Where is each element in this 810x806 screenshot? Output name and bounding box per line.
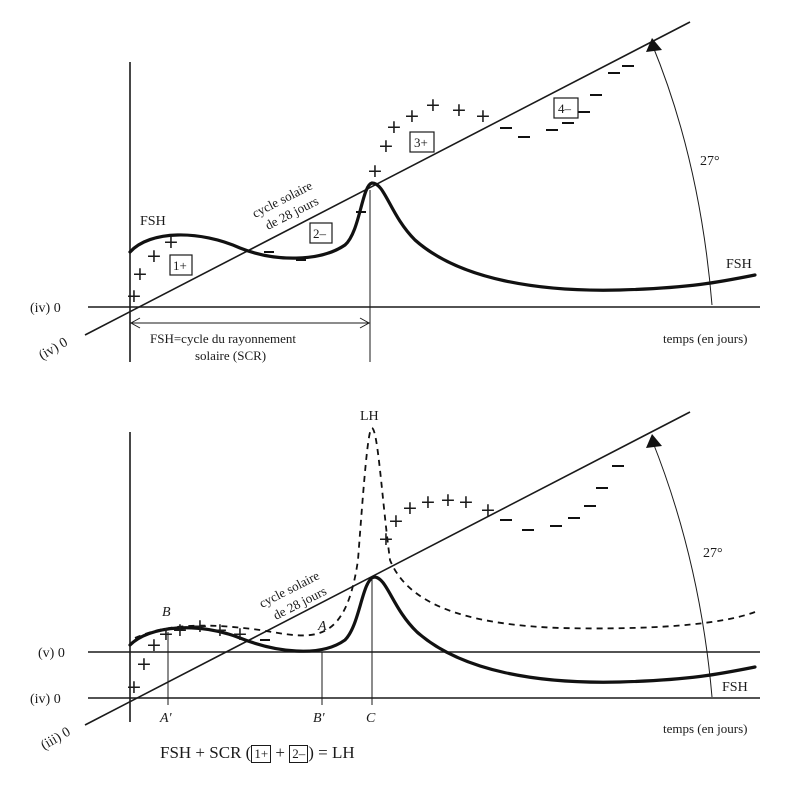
svg-text:+: +	[158, 623, 174, 645]
bottom-axis-iv-label: (iv) 0	[30, 692, 61, 707]
bottom-lh-label: LH	[360, 409, 379, 424]
svg-text:+: +	[480, 499, 496, 521]
formula-prefix: FSH + SCR (	[160, 743, 252, 762]
svg-text:+: +	[126, 285, 142, 307]
svg-text:+: +	[378, 135, 394, 157]
svg-text:+: +	[163, 231, 179, 253]
bottom-time-label: temps (en jours)	[663, 721, 747, 736]
bottom-point-c-label: C	[366, 711, 376, 726]
top-box-3-label: 3+	[414, 135, 428, 150]
bottom-point-b-label: B	[162, 605, 171, 620]
svg-text:+: +	[388, 510, 404, 532]
svg-text:+: +	[440, 489, 456, 511]
svg-text:+: +	[386, 116, 402, 138]
top-scr-label-2: solaire (SCR)	[195, 348, 266, 363]
bottom-solar-cycle-line	[84, 411, 691, 726]
svg-text:+: +	[451, 99, 467, 121]
formula-box-2: 2–	[289, 745, 309, 763]
bottom-plus-marks: + + + + + + + + + + + + + + +	[126, 489, 496, 698]
svg-text:+: +	[425, 94, 441, 116]
bottom-angle-label: 27°	[703, 546, 723, 561]
svg-text:+: +	[367, 160, 383, 182]
top-minus-marks	[264, 65, 634, 261]
svg-text:+: +	[212, 619, 228, 641]
svg-text:+: +	[404, 105, 420, 127]
formula: FSH + SCR (1+ + 2–) = LH	[160, 743, 355, 763]
svg-text:+: +	[402, 497, 418, 519]
top-solar-cycle-line	[84, 21, 691, 336]
top-axis-iv-label: (iv) 0	[30, 301, 61, 316]
formula-plus: +	[271, 743, 290, 762]
top-panel: + + + + + + + + + + +	[30, 21, 760, 363]
bottom-fsh-curve	[128, 575, 757, 684]
bottom-angle-arrowhead	[646, 434, 662, 448]
svg-text:+: +	[126, 676, 142, 698]
svg-text:+: +	[136, 653, 152, 675]
top-box-1	[169, 254, 193, 276]
top-fsh-right-label: FSH	[726, 257, 752, 272]
bottom-minus-marks	[260, 465, 624, 641]
top-box-4-label: 4–	[558, 101, 572, 116]
svg-text:+: +	[420, 491, 436, 513]
top-axis-iv-slant-label: (iv) 0	[37, 335, 71, 363]
top-box-2	[309, 222, 333, 244]
top-box-2-label: 2–	[313, 226, 327, 241]
bottom-lh-curve	[134, 427, 756, 639]
bottom-point-a-label: A	[317, 619, 327, 634]
top-box-1-label: 1+	[173, 258, 187, 273]
bottom-axis-v-label: (v) 0	[38, 646, 65, 661]
bottom-point-b-prime-label: B'	[313, 711, 326, 726]
top-angle-arrowhead	[646, 38, 662, 52]
top-angle-arc	[651, 43, 713, 306]
svg-text:+: +	[378, 528, 394, 550]
bottom-point-a-prime-label: A'	[159, 711, 173, 726]
svg-text:+: +	[146, 245, 162, 267]
top-time-label: temps (en jours)	[663, 331, 747, 346]
formula-suffix: ) = LH	[308, 743, 355, 762]
formula-box-1: 1+	[251, 745, 272, 763]
svg-text:+: +	[192, 615, 208, 637]
svg-text:+: +	[475, 105, 491, 127]
top-angle-label: 27°	[700, 154, 720, 169]
svg-text:+: +	[232, 623, 248, 645]
svg-text:+: +	[172, 619, 188, 641]
bottom-panel: + + + + + + + + + + + + + + +	[30, 409, 760, 753]
svg-text:+: +	[146, 634, 162, 656]
top-fsh-curve	[128, 181, 757, 292]
svg-text:+: +	[132, 263, 148, 285]
top-scr-label-1: FSH=cycle du rayonnement	[150, 331, 296, 346]
bottom-angle-arc	[651, 439, 713, 698]
bottom-fsh-right-label: FSH	[722, 680, 748, 695]
top-scr-arrowhead-right	[359, 317, 371, 329]
bottom-axis-iii-label: (iii) 0	[39, 725, 74, 754]
top-scr-arrowhead-left	[129, 317, 141, 329]
top-fsh-left-label: FSH	[140, 214, 166, 229]
top-box-4	[553, 97, 579, 119]
top-box-3	[409, 131, 435, 153]
svg-text:+: +	[458, 491, 474, 513]
top-plus-marks: + + + + + + + + + + +	[126, 94, 491, 307]
